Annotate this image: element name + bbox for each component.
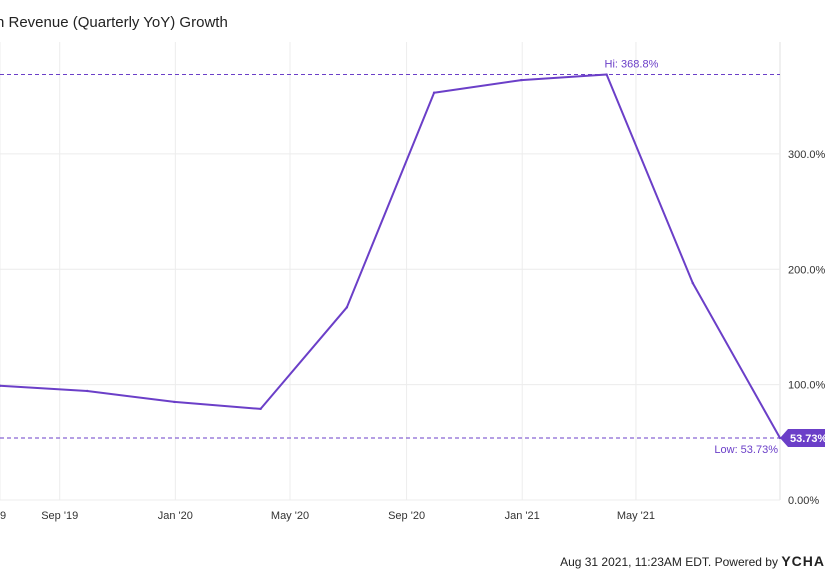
x-tick-label: 19 xyxy=(0,510,6,522)
y-tick-label: 200.0% xyxy=(788,264,825,276)
y-tick-label: 0.00% xyxy=(788,495,819,507)
last-value-tag xyxy=(780,429,825,448)
data-point xyxy=(0,384,2,387)
reference-lines xyxy=(0,74,780,439)
x-tick-label: Jan '21 xyxy=(505,510,540,522)
footer-brand: YCHA xyxy=(781,553,825,569)
data-point xyxy=(259,407,262,411)
data-point xyxy=(345,306,349,309)
data-point xyxy=(85,389,89,393)
chart-title: n Revenue (Quarterly YoY) Growth xyxy=(0,14,228,31)
x-tick-label: Jan '20 xyxy=(158,510,193,522)
gridlines xyxy=(0,42,781,501)
revenue-growth-line xyxy=(0,73,781,439)
annotations: Hi: 368.8% Low: 53.73% 53.73% xyxy=(605,59,825,456)
data-point xyxy=(691,281,695,285)
hi-label: Hi: 368.8% xyxy=(605,59,659,71)
footer-timestamp: Aug 31 2021, 11:23AM EDT. Powered by xyxy=(560,555,778,569)
data-point xyxy=(520,78,523,82)
data-point xyxy=(605,73,608,76)
x-axis: 19 Sep '19 Jan '20 May '20 Sep '20 Jan '21 May… xyxy=(0,510,655,522)
last-value-label: 53.73% xyxy=(790,433,825,445)
data-point xyxy=(173,400,176,404)
footer: Aug 31 2021, 11:23AM EDT. Powered by YCH… xyxy=(560,553,825,569)
y-axis: 0.00% 100.0% 200.0% 300.0% xyxy=(788,149,825,507)
x-tick-label: May '21 xyxy=(617,510,655,522)
x-tick-label: Sep '20 xyxy=(388,510,425,522)
low-label: Low: 53.73% xyxy=(714,444,778,456)
y-tick-label: 100.0% xyxy=(788,380,825,392)
y-tick-label: 300.0% xyxy=(788,149,825,161)
x-tick-label: Sep '19 xyxy=(41,510,78,522)
x-tick-label: May '20 xyxy=(271,510,309,522)
data-point xyxy=(432,91,436,94)
series-group xyxy=(0,73,782,440)
